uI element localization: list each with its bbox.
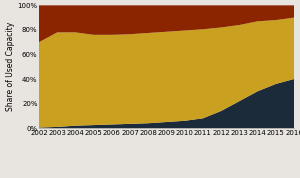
Y-axis label: Share of Used Capacity: Share of Used Capacity — [6, 22, 15, 111]
